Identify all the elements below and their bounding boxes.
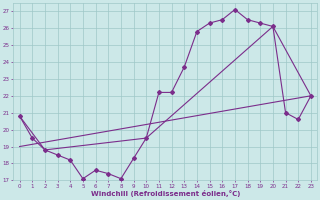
X-axis label: Windchill (Refroidissement éolien,°C): Windchill (Refroidissement éolien,°C) xyxy=(91,190,240,197)
